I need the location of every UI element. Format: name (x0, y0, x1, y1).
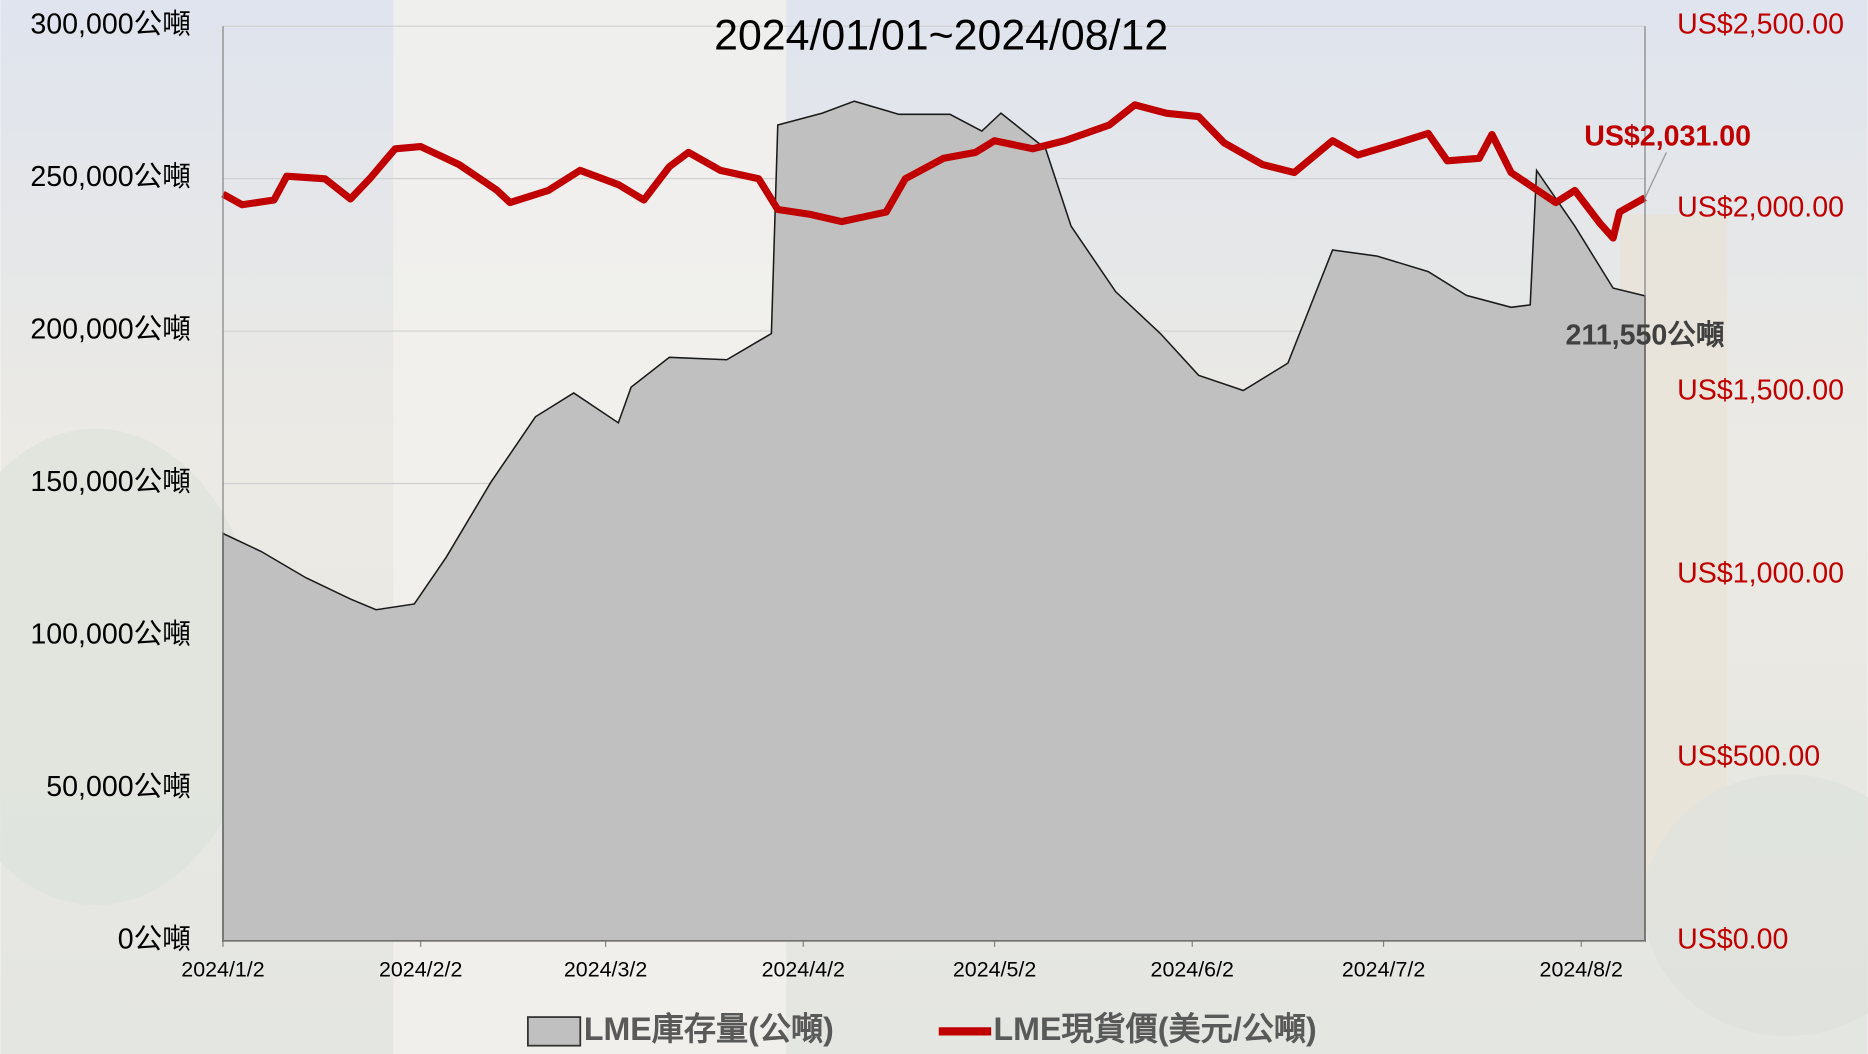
price-line (221, 101, 1647, 242)
x-tick-label: 2024/3/2 (564, 957, 647, 981)
x-tick-label: 2024/5/2 (953, 957, 1036, 981)
background-tree (1643, 774, 1868, 1037)
legend-label: LME現貨價(美元/公噸) (994, 1011, 1317, 1047)
y2-tick-label: US$2,000.00 (1677, 192, 1844, 224)
x-tick-label: 2024/4/2 (762, 957, 845, 981)
y2-tick-label: US$1,500.00 (1677, 375, 1844, 407)
plot (221, 26, 1668, 942)
background-tree (0, 428, 263, 906)
y-tick-label: 100,000公噸 (30, 619, 190, 651)
y-tick-label: 250,000公噸 (30, 161, 190, 193)
x-tick-label: 2024/7/2 (1342, 957, 1425, 981)
y2-tick-label: US$0.00 (1677, 923, 1788, 955)
y-tick-label: 0公噸 (118, 923, 191, 955)
y2-tick-label: US$1,000.00 (1677, 558, 1844, 590)
x-tick-label: 2024/6/2 (1151, 957, 1234, 981)
y2-tick-label: US$2,500.00 (1677, 9, 1844, 41)
y-tick-label: 200,000公噸 (30, 314, 190, 346)
inventory-end-label: 211,550公噸 (1566, 320, 1725, 352)
legend-label: LME庫存量(公噸) (584, 1011, 834, 1047)
y-tick-label: 150,000公噸 (30, 466, 190, 498)
y2-tick-label: US$500.00 (1677, 740, 1820, 772)
leader-line (1644, 152, 1668, 199)
x-tick-label: 2024/8/2 (1540, 957, 1623, 981)
legend-swatch (526, 1016, 582, 1047)
x-tick-label: 2024/1/2 (181, 957, 264, 981)
labels: 0公噸 50,000公噸 100,000公噸 150,000公噸 200,000公噸 25… (30, 9, 1844, 982)
y-tick-label: 300,000公噸 (30, 9, 190, 41)
x-tick-label: 2024/2/2 (379, 957, 462, 981)
y-tick-label: 50,000公噸 (46, 771, 191, 803)
inventory-area (222, 100, 1646, 942)
price-end-label: US$2,031.00 (1584, 121, 1751, 153)
chart-title: 2024/01/01~2024/08/12 (714, 11, 1168, 59)
